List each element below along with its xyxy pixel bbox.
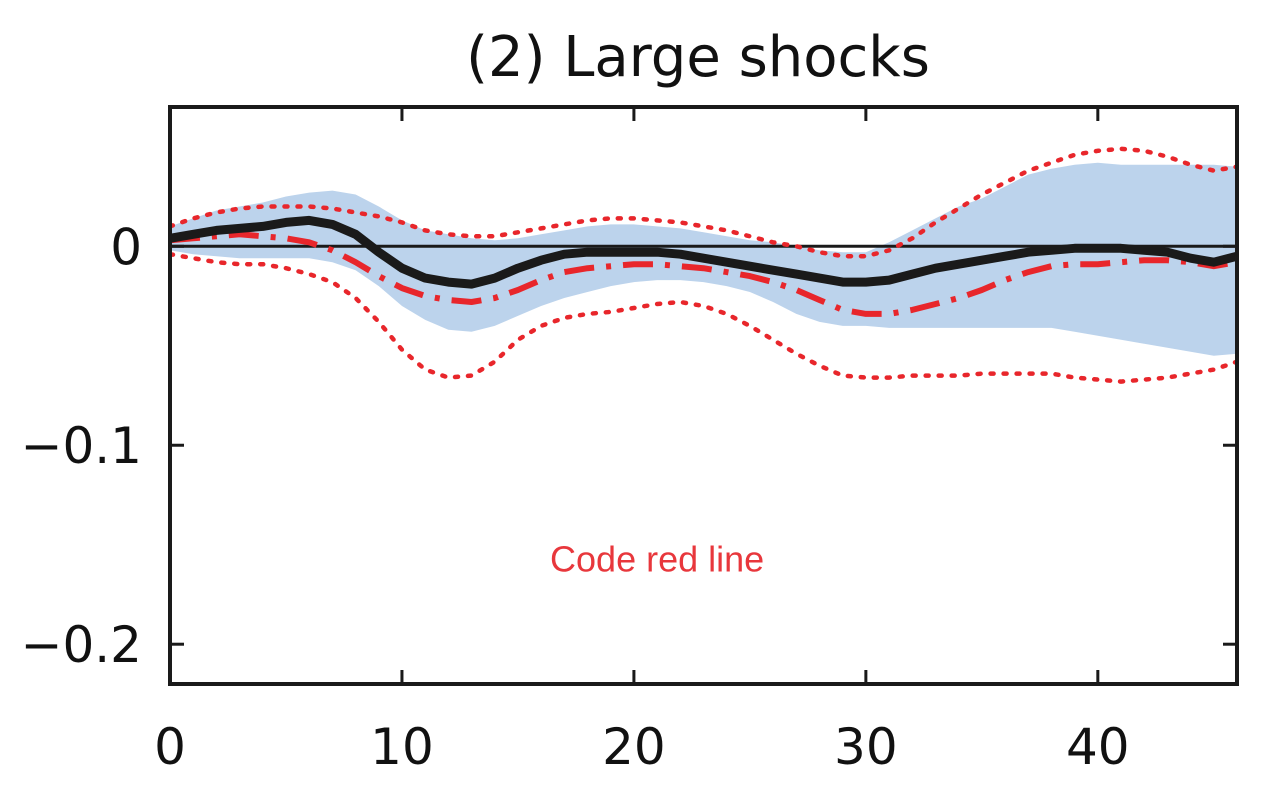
x-tick-label: 0 — [154, 718, 186, 776]
y-tick-label: 0 — [110, 218, 142, 276]
y-tick-label: −0.1 — [21, 417, 142, 475]
series-dotted-red-2 — [170, 251, 1237, 384]
y-tick-label: −0.2 — [21, 616, 142, 674]
axes-box — [168, 105, 1239, 686]
x-tick-label: 10 — [370, 718, 434, 776]
axes — [168, 105, 1239, 686]
annotation-code-red-line: Code red line — [550, 539, 764, 580]
chart-title: (2) Large shocks — [466, 25, 930, 90]
series-dotted-red-1 — [170, 146, 1237, 259]
plot-area — [170, 146, 1237, 384]
x-tick-label: 40 — [1066, 718, 1130, 776]
x-tick-label: 20 — [602, 718, 666, 776]
x-tick-label: 30 — [834, 718, 898, 776]
series-dashdot-red-1 — [170, 231, 1237, 317]
tick-labels: 0 10 20 30 40 0 −0.1 −0.2 — [21, 218, 1130, 776]
series-solid-black-1 — [170, 215, 1237, 289]
